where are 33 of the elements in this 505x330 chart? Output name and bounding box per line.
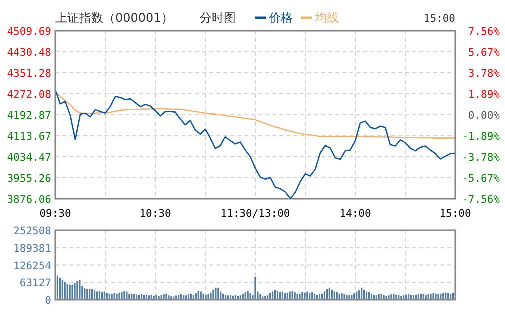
chart-title: 上证指数（000001） bbox=[56, 11, 174, 25]
y-tick-label: 0 bbox=[45, 295, 52, 307]
text: 15:00 bbox=[424, 13, 456, 25]
y-tick-label: 4509.69 bbox=[7, 26, 52, 38]
y-tick-label: 189381 bbox=[14, 242, 52, 255]
y-tick-label: 252508 bbox=[14, 226, 52, 238]
y-tick-label: 63127 bbox=[20, 278, 52, 290]
y2-tick-label: 3.78% bbox=[468, 68, 501, 80]
legend-label: 价格 bbox=[268, 11, 293, 25]
y-tick-label: 3955.26 bbox=[7, 173, 52, 185]
y-tick-label: 4192.87 bbox=[7, 110, 52, 122]
x-tick-label: 14:00 bbox=[340, 208, 372, 220]
y-tick-label: 3876.06 bbox=[7, 194, 52, 206]
y2-tick-label: -7.56% bbox=[462, 194, 501, 206]
x-tick-label: 11:30/13:00 bbox=[220, 208, 290, 220]
x-tick-label: 09:30 bbox=[40, 208, 72, 220]
y-tick-label: 4272.08 bbox=[7, 89, 52, 101]
x-tick-label: 10:30 bbox=[140, 208, 172, 220]
x-tick-label: 15:00 bbox=[440, 208, 472, 220]
y2-tick-label: 0.00% bbox=[468, 110, 501, 122]
y2-tick-label: 7.56% bbox=[468, 26, 501, 38]
y-tick-label: 126254 bbox=[14, 260, 52, 272]
chart-subtitle: 分时图 bbox=[200, 11, 236, 25]
y-tick-label: 4034.47 bbox=[7, 152, 52, 164]
y2-tick-label: -3.78% bbox=[462, 152, 501, 164]
y2-tick-label: -1.89% bbox=[462, 131, 501, 143]
y-tick-label: 4430.48 bbox=[7, 47, 52, 59]
y-tick-label: 4113.67 bbox=[7, 131, 52, 143]
y2-tick-label: -5.67% bbox=[462, 173, 501, 185]
y2-tick-label: 1.89% bbox=[468, 89, 501, 101]
y-tick-label: 4351.28 bbox=[7, 68, 52, 80]
y2-tick-label: 5.67% bbox=[468, 47, 501, 59]
legend-label: 均线 bbox=[314, 11, 339, 25]
